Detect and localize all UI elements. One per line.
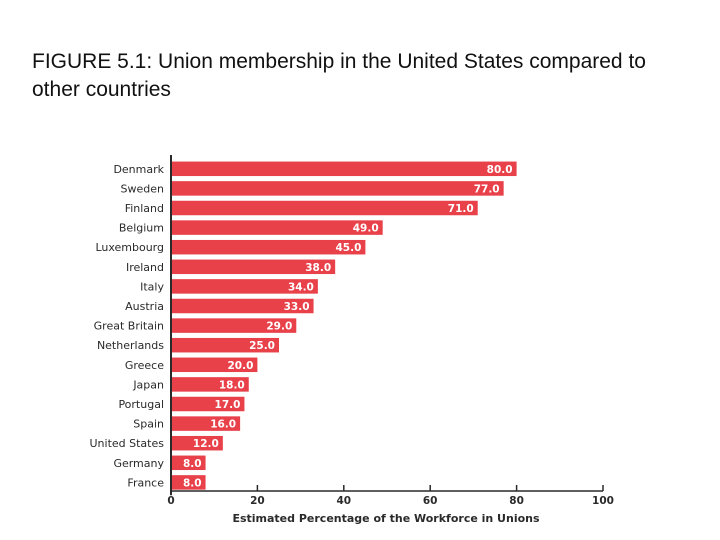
category-label-italy: Italy: [140, 280, 164, 293]
value-label-sweden: 77.0: [474, 183, 500, 195]
axis-layer: 0 20 40 60 80 100: [167, 155, 614, 507]
value-label-italy: 34.0: [288, 281, 314, 293]
bar-greece: [171, 357, 258, 373]
bar-japan: [171, 377, 249, 392]
category-label-denmark: Denmark: [113, 163, 164, 176]
value-label-denmark: 80.0: [487, 164, 513, 176]
x-tick-label-60: 60: [423, 495, 438, 507]
value-label-austria: 33.0: [284, 301, 310, 313]
category-label-greece: Greece: [125, 359, 164, 372]
bar-austria: [171, 298, 314, 314]
bar-sweden: [171, 181, 504, 196]
x-axis-title: Estimated Percentage of the Workforce in…: [232, 512, 540, 525]
value-label-finland: 71.0: [448, 203, 474, 215]
bars-layer: Denmark 80.0 Sweden 77.0 Finland 71.0 Belgium 4…: [90, 161, 517, 490]
category-label-united-states: United States: [90, 437, 165, 450]
category-label-germany: Germany: [113, 457, 164, 470]
value-label-netherlands: 25.0: [249, 340, 275, 352]
category-label-france: France: [127, 476, 164, 489]
value-label-greece: 20.0: [227, 360, 253, 372]
category-label-portugal: Portugal: [118, 398, 164, 411]
bar-portugal: [171, 396, 245, 412]
bar-france: [171, 475, 206, 490]
bar-united-states: [171, 435, 223, 451]
bar-italy: [171, 279, 318, 294]
x-tick-label-40: 40: [336, 495, 351, 507]
bar-spain: [171, 416, 241, 431]
category-label-belgium: Belgium: [119, 222, 164, 235]
value-label-germany: 8.0: [183, 458, 202, 470]
x-tick-label-100: 100: [592, 495, 614, 507]
bar-denmark: [171, 161, 517, 177]
category-label-ireland: Ireland: [126, 261, 164, 274]
bar-finland: [171, 200, 478, 216]
category-label-netherlands: Netherlands: [97, 339, 164, 352]
bar-ireland: [171, 259, 336, 275]
figure-title: FIGURE 5.1: Union membership in the Unit…: [32, 50, 646, 101]
bar-germany: [171, 455, 206, 471]
value-label-france: 8.0: [183, 477, 202, 489]
value-label-spain: 16.0: [210, 419, 236, 431]
value-label-portugal: 17.0: [215, 399, 241, 411]
value-label-luxembourg: 45.0: [335, 242, 361, 254]
bar-luxembourg: [171, 239, 366, 255]
category-label-finland: Finland: [125, 202, 164, 215]
x-tick-label-0: 0: [167, 495, 174, 507]
bar-netherlands: [171, 337, 279, 353]
bar-belgium: [171, 220, 383, 235]
value-label-ireland: 38.0: [305, 262, 331, 274]
bar-great-britain: [171, 318, 297, 333]
value-label-japan: 18.0: [219, 379, 245, 391]
category-label-great-britain: Great Britain: [94, 320, 164, 333]
category-label-japan: Japan: [132, 378, 164, 391]
x-tick-label-80: 80: [509, 495, 524, 507]
x-tick-label-20: 20: [250, 495, 265, 507]
category-label-luxembourg: Luxembourg: [95, 241, 164, 254]
category-label-sweden: Sweden: [121, 182, 164, 195]
category-label-spain: Spain: [133, 418, 164, 431]
category-label-austria: Austria: [125, 300, 164, 313]
value-label-belgium: 49.0: [353, 223, 379, 235]
value-label-great-britain: 29.0: [266, 321, 292, 333]
value-label-united-states: 12.0: [193, 438, 219, 450]
